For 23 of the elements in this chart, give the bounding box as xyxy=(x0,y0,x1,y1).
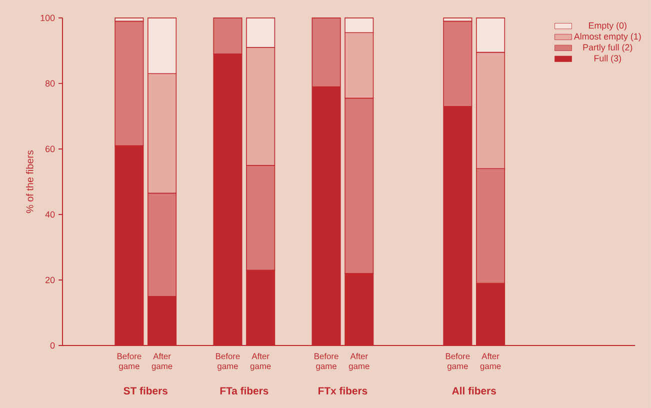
x-tick-label: After game xyxy=(250,352,271,371)
x-tick-label: After game xyxy=(348,352,370,371)
y-tick-label: 60 xyxy=(46,146,55,152)
y-tick-label: 0 xyxy=(50,342,55,349)
y-tick-label: 100 xyxy=(40,14,55,21)
text: FTx fibers xyxy=(318,386,368,394)
text: Full (3) xyxy=(594,54,621,64)
y-axis-title: % of the fibers xyxy=(26,150,34,213)
legend-label: Partly full (2) xyxy=(583,44,632,52)
legend-label: Empty (0) xyxy=(589,22,626,30)
x-tick-label: After game xyxy=(480,352,501,371)
x-tick-label: Before game xyxy=(216,352,240,371)
x-tick-label: Before game xyxy=(446,352,470,371)
y-tick-label: 20 xyxy=(46,276,55,284)
legend-label: Almost empty (1) xyxy=(574,32,641,42)
y-tick-label: 40 xyxy=(45,211,55,218)
y-tick-label: 80 xyxy=(45,80,55,86)
text: ST fibers xyxy=(124,386,168,394)
text: All fibers xyxy=(452,386,496,394)
text: FTa fibers xyxy=(220,386,268,394)
x-tick-label: Before game xyxy=(314,352,338,371)
x-tick-label: Before game xyxy=(117,352,142,371)
x-tick-label: After game xyxy=(152,352,172,371)
